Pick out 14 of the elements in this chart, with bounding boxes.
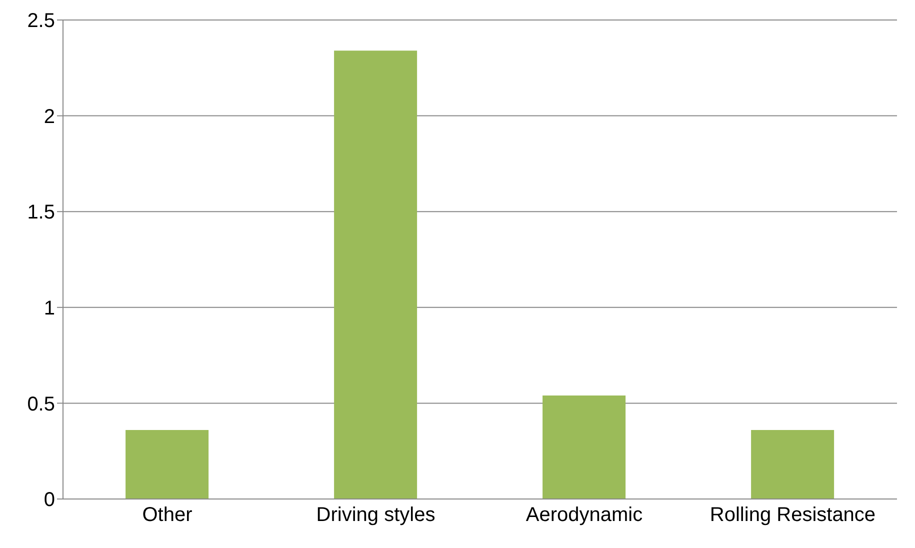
y-tick-label: 2.5 [27, 10, 55, 32]
y-tick-label: 0 [44, 489, 55, 512]
x-tick-label: Rolling Resistance [710, 504, 876, 526]
y-tick-label: 1.5 [27, 202, 55, 224]
bar [334, 50, 418, 499]
y-tick-label: 0.5 [27, 393, 55, 416]
x-tick-label: Driving styles [316, 504, 436, 526]
bar [126, 430, 209, 499]
bar [542, 396, 626, 499]
x-tick-label: Other [142, 504, 193, 526]
y-tick-label: 2 [44, 106, 55, 128]
y-tick-label: 1 [44, 298, 55, 320]
x-tick-label: Aerodynamic [526, 504, 643, 526]
bar [751, 430, 834, 499]
